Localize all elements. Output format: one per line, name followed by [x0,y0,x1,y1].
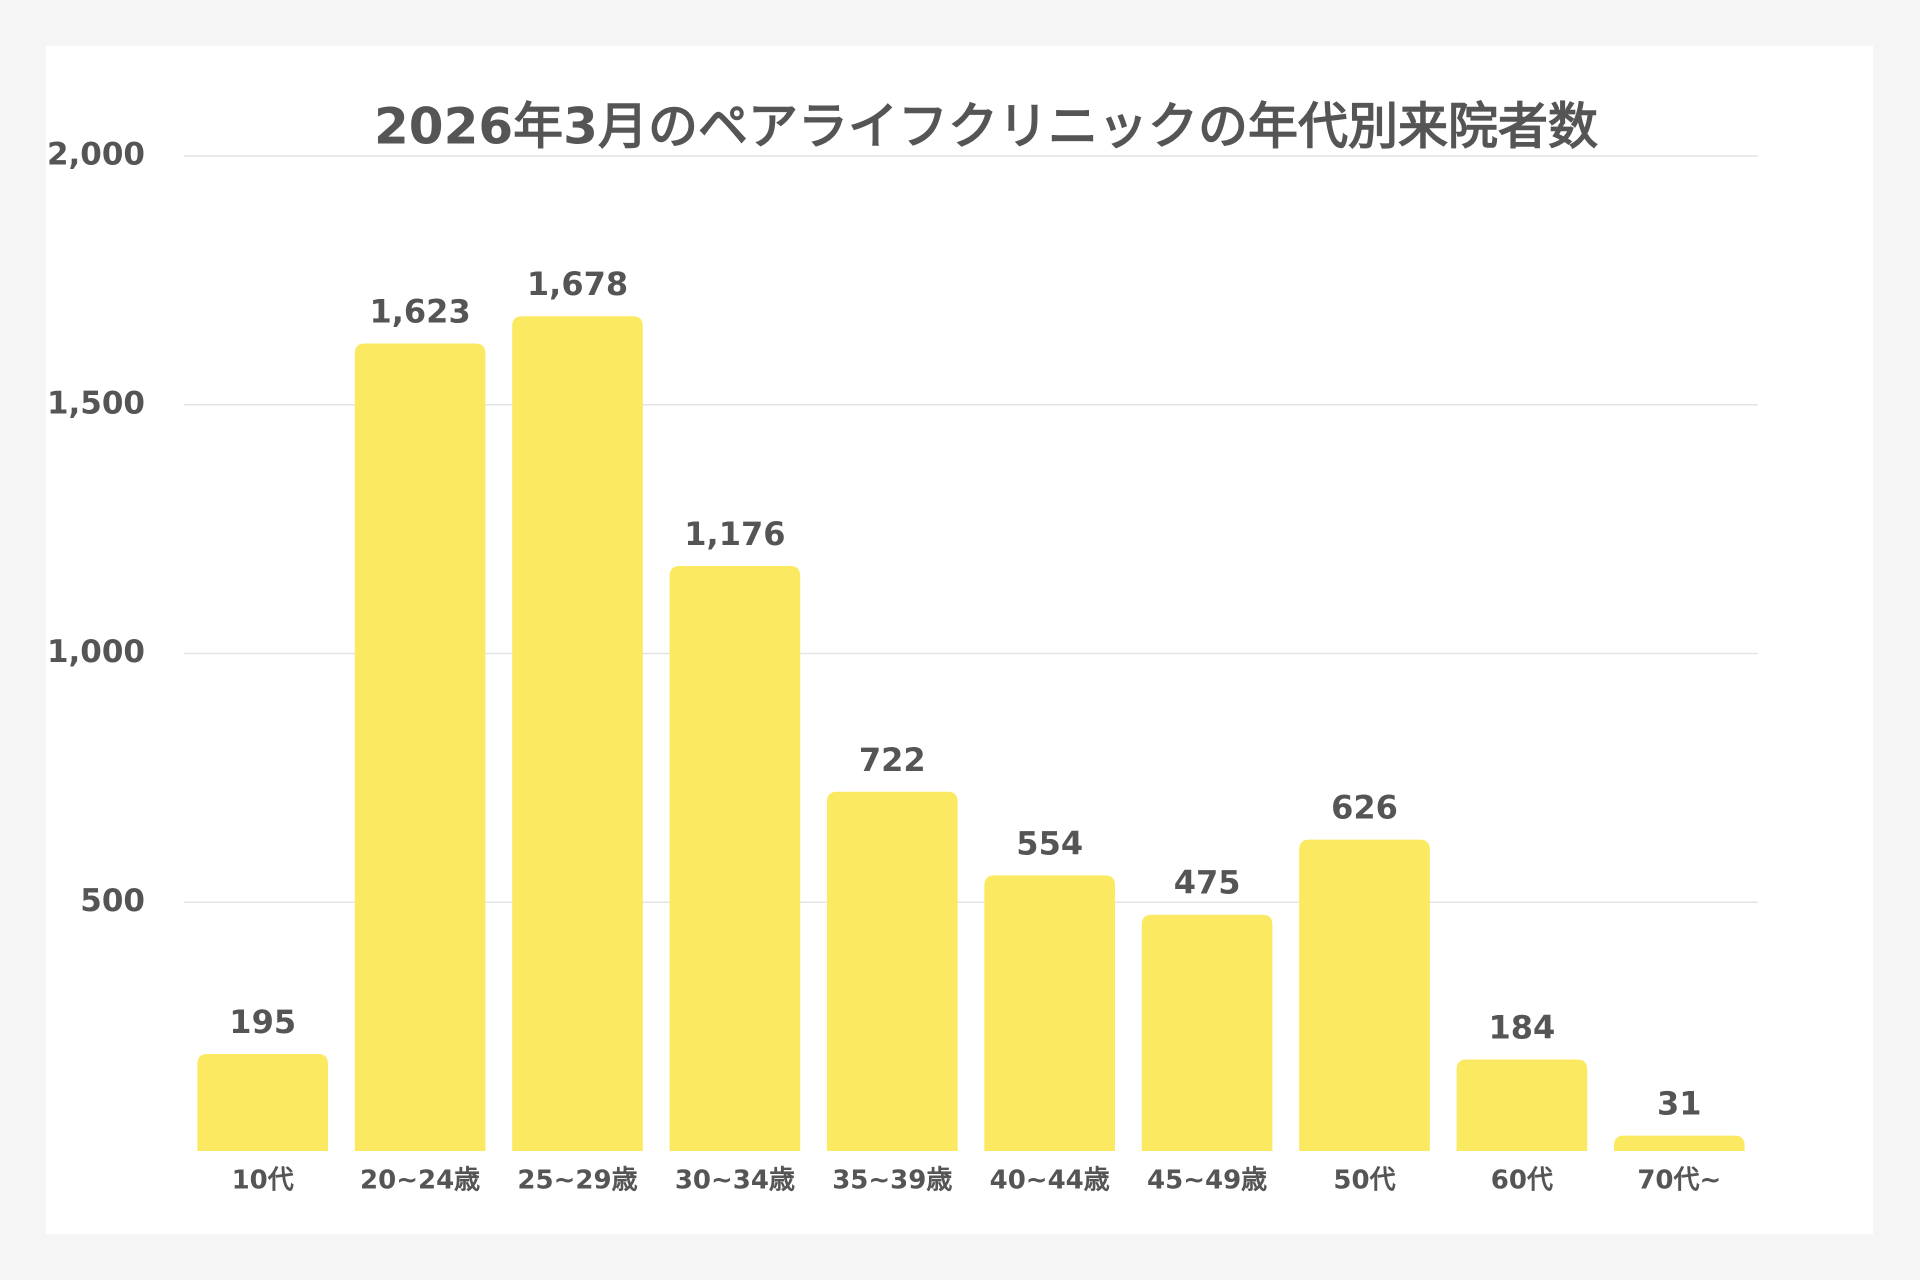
x-tick-label: 45~49歳 [1147,1166,1267,1196]
data-label: 1,176 [684,515,785,553]
bar [1141,914,1273,1151]
bar [512,316,643,1151]
data-label: 554 [1016,824,1083,862]
x-tick-label: 60代 [1491,1166,1553,1196]
bar [197,1053,329,1151]
chart-card [46,46,1873,1234]
x-tick-label: 25~29歳 [517,1166,637,1196]
x-tick-label: 20~24歳 [360,1166,480,1196]
y-tick-label: 500 [80,883,145,919]
data-label: 31 [1657,1085,1702,1123]
x-tick-label: 70代~ [1637,1166,1721,1196]
data-label: 195 [229,1003,296,1041]
data-label: 1,678 [527,265,628,303]
bar [826,791,958,1151]
bar [669,565,801,1151]
bar [1456,1059,1588,1151]
data-label: 475 [1174,864,1241,902]
y-tick-label: 1,500 [47,385,145,421]
x-tick-label: 50代 [1333,1166,1395,1196]
x-tick-label: 30~34歳 [675,1166,795,1196]
bar [984,875,1116,1151]
data-label: 1,623 [369,293,470,331]
x-tick-label: 40~44歳 [990,1166,1110,1196]
y-tick-label: 1,000 [47,634,145,670]
x-tick-label: 35~39歳 [832,1166,952,1196]
bar [1613,1135,1745,1151]
data-label: 184 [1489,1008,1556,1046]
data-label: 722 [859,741,926,779]
chart-title: 2026年3月のペアライフクリニックの年代別来院者数 [374,98,1598,156]
data-label: 626 [1331,789,1398,827]
bar [1299,839,1430,1151]
x-tick-label: 10代 [232,1166,294,1196]
y-tick-label: 2,000 [47,137,145,173]
bar [354,343,486,1151]
